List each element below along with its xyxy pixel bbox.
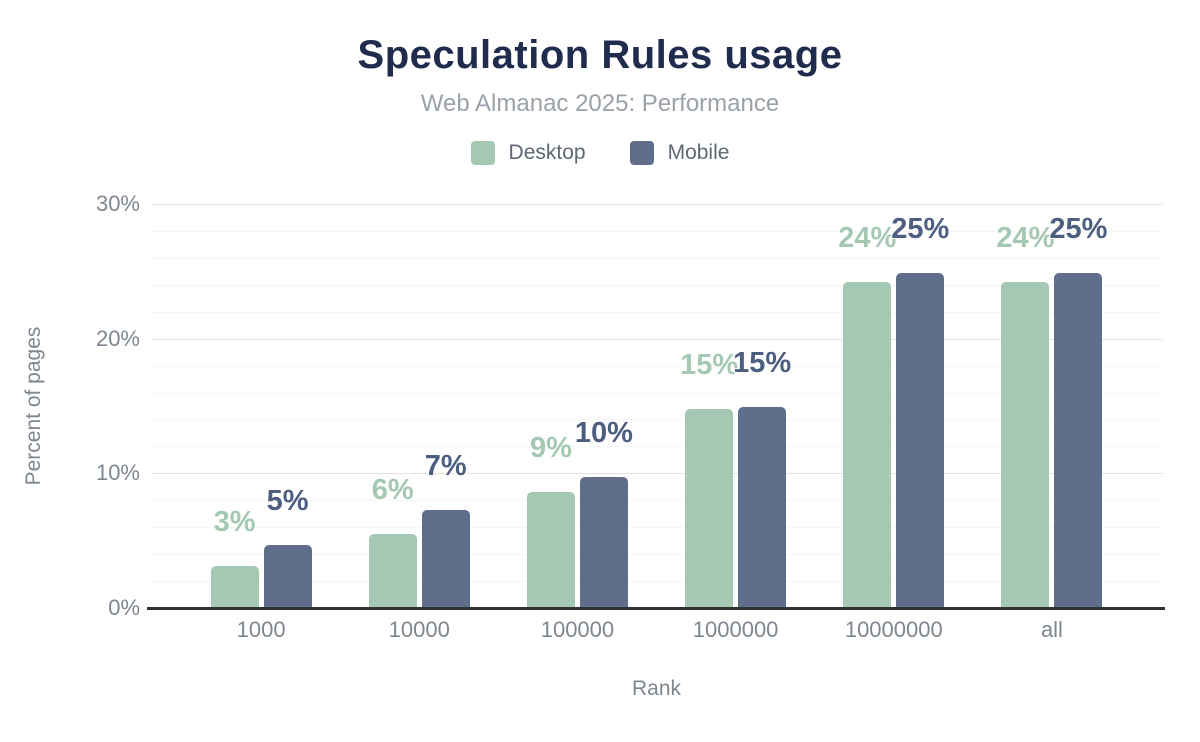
minor-gridline-22pct	[152, 311, 1163, 313]
minor-gridline-8pct	[152, 500, 1163, 502]
minor-gridline-4pct	[152, 554, 1163, 556]
minor-gridline-6pct	[152, 527, 1163, 529]
desktop-swatch-icon	[470, 141, 495, 165]
x-axis-line	[147, 607, 1165, 610]
x-tick-1000: 1000	[236, 617, 286, 642]
data-label-desktop-10000000: 24%	[838, 222, 897, 255]
y-tick-30pct: 30%	[95, 191, 140, 216]
chart-subtitle: Web Almanac 2025: Performance	[420, 90, 780, 117]
x-tick-1000000: 1000000	[692, 617, 779, 642]
minor-gridline-12pct	[152, 446, 1163, 448]
bar-desktop-all[interactable]: 24%	[996, 222, 1054, 608]
data-label-desktop-1000000: 15%	[680, 348, 739, 381]
y-tick-0pct: 0%	[108, 595, 140, 620]
x-tick-100000: 100000	[540, 617, 615, 642]
major-gridline-20pct	[152, 338, 1163, 340]
bar-mobile-10000[interactable]: 7%	[421, 450, 470, 608]
bar-groups: 3% 5% 6% 7% 9% 10% 15% 15% 24% 25% 24% 25%	[182, 204, 1131, 608]
bar-mobile-10000000[interactable]: 25%	[891, 213, 949, 608]
data-label-mobile-all: 25%	[1049, 212, 1108, 245]
bar-mobile-1000[interactable]: 5%	[263, 485, 312, 608]
x-axis-tick-labels: 1000 10000 100000 1000000 10000000 all	[182, 617, 1131, 643]
bar-group-10000: 6% 7%	[340, 204, 498, 608]
plot-area: 3% 5% 6% 7% 9% 10% 15% 15% 24% 25% 24% 25%	[147, 204, 1165, 610]
bar-mobile-all[interactable]: 25%	[1049, 213, 1107, 608]
x-tick-10000: 10000	[388, 617, 450, 642]
y-tick-20pct: 20%	[95, 325, 140, 351]
data-label-desktop-100000: 9%	[529, 432, 572, 465]
data-label-mobile-10000: 7%	[424, 449, 467, 482]
minor-gridline-14pct	[152, 419, 1163, 421]
data-label-desktop-all: 24%	[996, 222, 1055, 255]
legend-label-mobile: Mobile	[667, 141, 730, 164]
legend-item-mobile[interactable]: Mobile	[629, 141, 730, 165]
x-axis-title: Rank	[631, 677, 682, 700]
data-label-desktop-1000: 3%	[213, 506, 256, 539]
x-tick-all: all	[1040, 617, 1063, 642]
bar-desktop-1000000[interactable]: 15%	[680, 349, 738, 608]
bar-mobile-100000[interactable]: 10%	[575, 417, 633, 608]
bar-desktop-1000[interactable]: 3%	[210, 506, 259, 608]
minor-gridline-26pct	[152, 257, 1163, 259]
bar-group-10000000: 24% 25%	[815, 204, 973, 608]
data-label-mobile-1000: 5%	[266, 484, 309, 517]
bar-mobile-1000000[interactable]: 15%	[733, 347, 791, 608]
major-gridline-30pct	[152, 204, 1163, 205]
bar-group-1000000: 15% 15%	[657, 204, 815, 608]
major-gridline-10pct	[152, 473, 1163, 475]
minor-gridline-2pct	[152, 581, 1163, 583]
data-label-desktop-10000: 6%	[371, 473, 414, 506]
bar-group-1000: 3% 5%	[182, 204, 340, 608]
y-tick-10pct: 10%	[95, 460, 140, 486]
data-label-mobile-1000000: 15%	[733, 347, 792, 380]
x-tick-10000000: 10000000	[844, 617, 943, 642]
mobile-swatch-icon	[629, 141, 654, 165]
bar-desktop-10000[interactable]: 6%	[368, 474, 417, 608]
bar-desktop-100000[interactable]: 9%	[526, 432, 575, 608]
y-axis-tick-labels: 0% 10% 20% 30%	[0, 191, 140, 620]
legend-label-desktop: Desktop	[508, 141, 586, 164]
legend: Desktop Mobile	[0, 141, 1200, 165]
data-label-mobile-100000: 10%	[574, 417, 633, 450]
bar-group-all: 24% 25%	[973, 204, 1131, 608]
legend-item-desktop[interactable]: Desktop	[470, 141, 586, 165]
chart-title: Speculation Rules usage	[357, 33, 843, 77]
bar-group-100000: 9% 10%	[498, 204, 656, 608]
minor-gridline-28pct	[152, 230, 1163, 232]
data-label-mobile-10000000: 25%	[891, 212, 950, 245]
bar-desktop-10000000[interactable]: 24%	[838, 222, 896, 608]
minor-gridline-24pct	[152, 284, 1163, 286]
minor-gridline-18pct	[152, 365, 1163, 367]
minor-gridline-16pct	[152, 392, 1163, 394]
